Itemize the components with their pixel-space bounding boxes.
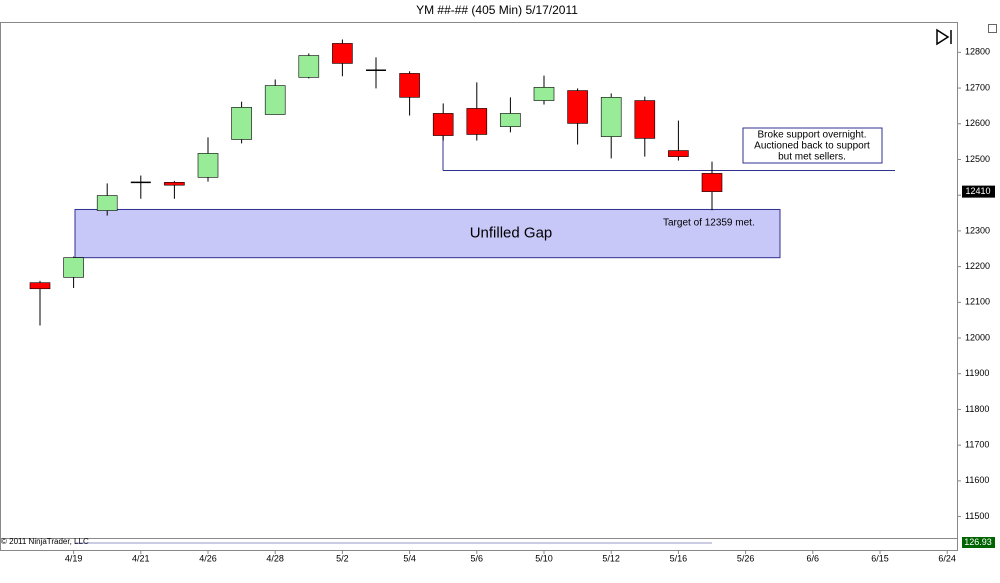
- y-tick-label: 11600: [965, 475, 989, 485]
- candle-body: [197, 153, 219, 178]
- y-tick-label: 11800: [965, 404, 989, 414]
- x-tick-label: 5/4: [403, 553, 416, 563]
- x-tick-label: 5/16: [670, 553, 688, 563]
- candle-body: [332, 43, 353, 64]
- x-tick-label: 4/19: [65, 553, 83, 563]
- indicator-box: [962, 537, 995, 548]
- x-tick-label: 5/26: [737, 553, 755, 563]
- last-price-box: [962, 185, 995, 198]
- y-tick-label: 12500: [965, 154, 990, 164]
- candle-body: [600, 97, 622, 137]
- y-tick-label: 12200: [965, 261, 990, 271]
- candle-body: [264, 85, 286, 115]
- candle-body: [634, 100, 656, 139]
- candle-body: [500, 113, 521, 127]
- target-note: Target of 12359 met.: [663, 218, 755, 229]
- candle-body: [63, 257, 84, 278]
- x-tick-label: 5/12: [602, 553, 620, 563]
- indicator-value: 126.93: [964, 537, 992, 547]
- candle-body: [164, 182, 185, 186]
- gap-label: Unfilled Gap: [470, 225, 553, 242]
- candle-body: [533, 87, 555, 101]
- x-tick-label: 5/10: [535, 553, 553, 563]
- candle-body: [298, 55, 320, 78]
- y-tick-label: 12600: [965, 118, 990, 128]
- y-tick-label: 12000: [965, 332, 990, 342]
- y-tick-label: 12100: [965, 297, 990, 307]
- candle-body: [231, 107, 252, 140]
- annotation-line: Auctioned back to support: [754, 141, 870, 152]
- y-tick-label: 12300: [965, 225, 990, 235]
- chart-title: YM ##-## (405 Min) 5/17/2011: [416, 3, 578, 17]
- x-tick-label: 4/26: [199, 553, 217, 563]
- annotation-line: Broke support overnight.: [758, 130, 867, 141]
- candle-body: [29, 282, 51, 290]
- x-tick-label: 4/21: [132, 553, 150, 563]
- x-tick-label: 5/2: [336, 553, 349, 563]
- annotation-line: but met sellers.: [778, 152, 846, 163]
- candle-body: [432, 113, 454, 136]
- x-tick-label: 5/6: [471, 553, 484, 563]
- last-price-label: 12410: [965, 186, 990, 196]
- x-tick-label: 4/28: [266, 553, 284, 563]
- candle-body: [668, 150, 689, 157]
- f-button[interactable]: [988, 24, 997, 33]
- copyright: © 2011 NinjaTrader, LLC: [1, 537, 89, 546]
- y-tick-label: 11900: [965, 368, 989, 378]
- play-icon: [936, 28, 952, 46]
- gap-zone: [74, 208, 781, 259]
- y-tick-label: 11500: [965, 511, 989, 521]
- annotation-box: [742, 127, 883, 164]
- x-tick-label: 6/6: [807, 553, 820, 563]
- candle-body: [466, 108, 488, 135]
- y-tick-label: 12700: [965, 82, 990, 92]
- x-tick-label: 6/24: [938, 553, 956, 563]
- y-tick-label: 12800: [965, 47, 990, 57]
- y-tick-label: 11700: [965, 440, 989, 450]
- candle-body: [96, 195, 118, 211]
- candle-body: [567, 90, 588, 124]
- candle-body: [399, 73, 420, 98]
- x-tick-label: 6/15: [871, 553, 889, 563]
- candle-body: [701, 173, 723, 192]
